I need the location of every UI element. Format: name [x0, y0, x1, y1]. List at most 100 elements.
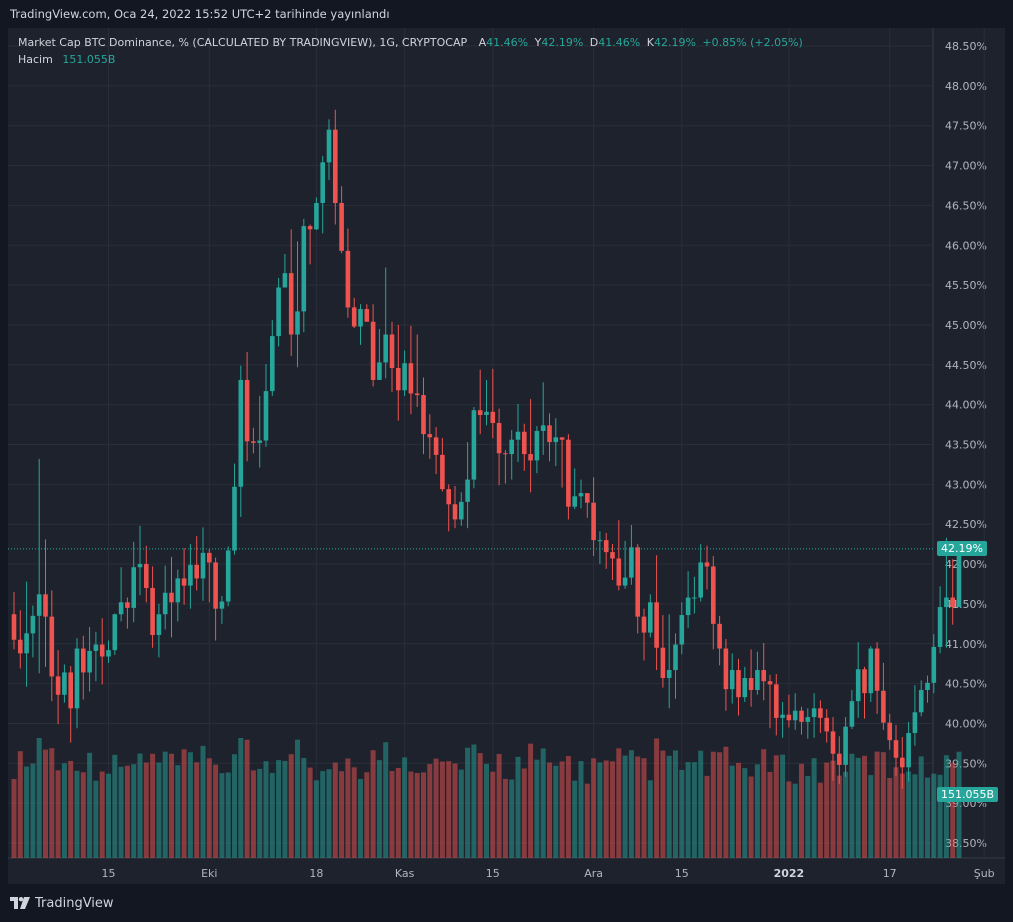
- candle-body: [509, 439, 514, 455]
- volume-bar: [11, 779, 17, 858]
- candle-body: [635, 547, 640, 617]
- volume-bar: [723, 746, 729, 858]
- candle-body: [225, 550, 231, 602]
- tradingview-logo-icon[interactable]: [10, 897, 30, 909]
- volume-bar: [565, 756, 571, 858]
- candle-body: [93, 644, 99, 651]
- volume-bar: [641, 758, 647, 858]
- candle-body: [868, 648, 874, 694]
- candle-body: [616, 558, 622, 586]
- volume-bar: [780, 754, 786, 858]
- candle-body: [81, 648, 86, 673]
- volume-bar: [143, 762, 149, 858]
- volume-bar: [250, 770, 256, 858]
- candle-body: [528, 454, 533, 461]
- candle-body: [74, 648, 80, 709]
- candlestick-chart[interactable]: 38.50%39.00%39.50%40.00%40.50%41.00%41.5…: [8, 28, 1005, 884]
- footer-brand[interactable]: TradingView: [35, 895, 114, 911]
- candle-body: [855, 669, 861, 702]
- volume-bar: [685, 762, 691, 858]
- volume-bar: [893, 767, 899, 858]
- legend-volume-label[interactable]: Hacim: [18, 53, 53, 66]
- volume-bar: [559, 761, 565, 858]
- volume-bar: [358, 779, 363, 858]
- volume-bar: [206, 758, 212, 858]
- volume-bar: [213, 764, 219, 858]
- candle-body: [843, 726, 848, 765]
- volume-bar: [106, 773, 111, 858]
- candle-body: [87, 650, 92, 673]
- publish-header: TradingView.com, Oca 24, 2022 15:52 UTC+…: [0, 0, 1013, 28]
- volume-bar: [805, 775, 811, 858]
- candle-body: [742, 678, 748, 698]
- volume-bar: [925, 777, 930, 858]
- candle-body: [408, 363, 414, 394]
- candle-body: [314, 203, 319, 230]
- candle-body: [553, 437, 559, 443]
- candle-body: [666, 670, 672, 679]
- volume-bar: [112, 754, 118, 858]
- candle-body: [950, 597, 955, 608]
- candle-body: [364, 309, 370, 322]
- volume-bar: [156, 762, 162, 858]
- legend-low-value: 41.46%: [598, 36, 641, 49]
- volume-bar: [578, 761, 584, 858]
- volume-bar: [603, 760, 609, 858]
- candle-body: [717, 623, 722, 649]
- legend-symbol[interactable]: Market Cap BTC Dominance, % (CALCULATED …: [18, 36, 468, 49]
- candle-body: [578, 493, 584, 497]
- candle-body: [547, 425, 552, 443]
- volume-bar: [263, 761, 269, 858]
- volume-bar: [74, 770, 80, 858]
- candle-body: [270, 336, 275, 392]
- candle-body: [622, 577, 628, 586]
- candle-body: [711, 566, 716, 624]
- candle-body: [559, 437, 565, 440]
- legend-close-value: 42.19%: [653, 36, 696, 49]
- volume-bar: [370, 750, 376, 858]
- y-tick-label: 43.50%: [945, 439, 987, 452]
- volume-bar: [162, 751, 168, 858]
- legend-open-label: A: [478, 36, 487, 49]
- y-tick-label: 42.00%: [945, 558, 987, 571]
- volume-bar: [244, 739, 250, 858]
- candle-body: [181, 578, 187, 586]
- candle-body: [238, 379, 244, 487]
- candle-body: [755, 670, 760, 690]
- volume-bar: [673, 750, 678, 858]
- candle-body: [383, 334, 388, 363]
- y-tick-label: 46.00%: [945, 239, 987, 252]
- candle-body: [370, 321, 376, 380]
- volume-bar: [169, 753, 174, 858]
- candle-body: [881, 690, 886, 723]
- candle-body: [282, 273, 288, 288]
- candle-body: [723, 648, 729, 690]
- volume-bar: [427, 763, 433, 858]
- volume-bar: [131, 764, 137, 858]
- y-tick-label: 42.50%: [945, 518, 987, 531]
- volume-bar: [402, 757, 408, 858]
- volume-bar: [698, 750, 704, 858]
- volume-bar: [395, 767, 401, 858]
- candle-body: [288, 273, 294, 335]
- candle-body: [43, 594, 48, 617]
- volume-bar: [647, 780, 653, 858]
- volume-bar: [736, 762, 741, 858]
- candle-body: [660, 647, 666, 679]
- candle-body: [931, 646, 937, 683]
- volume-bar: [754, 764, 760, 858]
- volume-bar: [24, 766, 30, 858]
- volume-bar: [622, 755, 628, 858]
- y-tick-label: 48.50%: [945, 40, 987, 53]
- volume-bar: [628, 750, 634, 858]
- candle-body: [585, 493, 590, 503]
- candle-body: [534, 430, 540, 461]
- candle-body: [597, 540, 603, 542]
- x-tick-label: 15: [675, 867, 689, 880]
- volume-bar: [849, 753, 855, 858]
- candle-body: [610, 552, 615, 559]
- volume-bar: [269, 772, 275, 858]
- candle-body: [320, 162, 325, 204]
- candle-body: [780, 714, 785, 718]
- volume-bar: [610, 761, 615, 858]
